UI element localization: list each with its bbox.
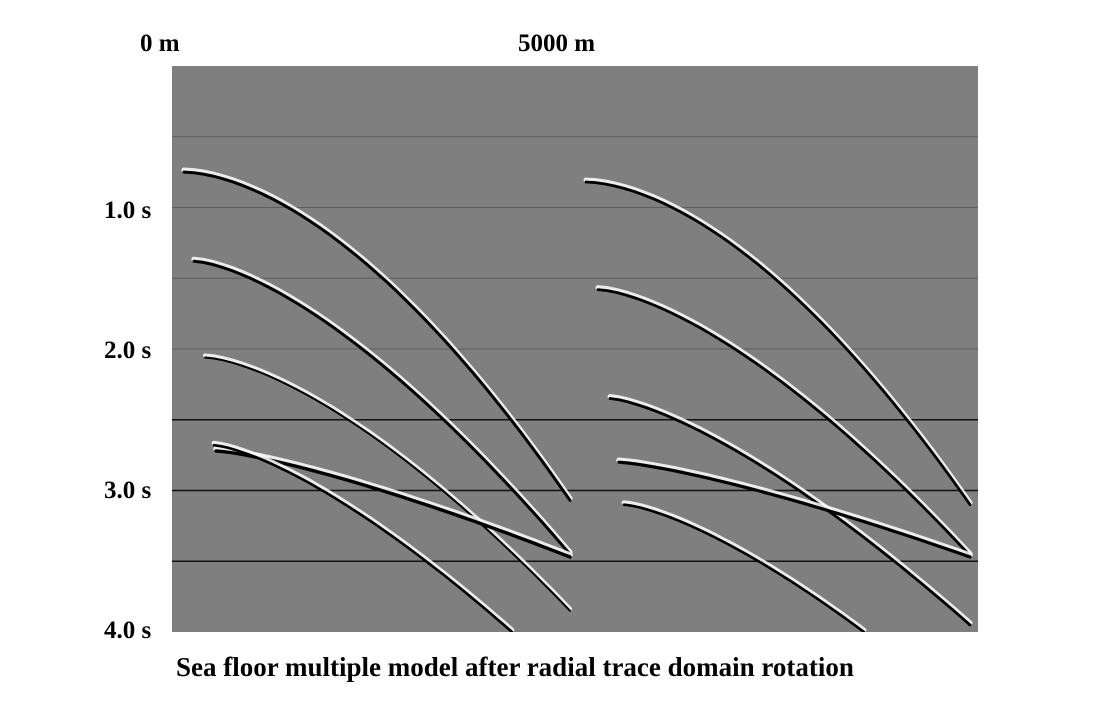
seismic-section-panel bbox=[172, 66, 978, 632]
event-highlight-left-4 bbox=[213, 446, 573, 558]
time-reference-lines bbox=[172, 136, 978, 563]
event-left-1 bbox=[182, 170, 572, 502]
y-axis-label-3s: 3.0 s bbox=[104, 477, 152, 504]
y-axis-label-4s: 4.0 s bbox=[104, 617, 152, 644]
event-left-2 bbox=[192, 259, 572, 556]
event-right-5 bbox=[622, 503, 866, 632]
event-right-2 bbox=[596, 288, 972, 557]
event-right-1 bbox=[584, 180, 972, 507]
event-highlight-right-4 bbox=[616, 457, 973, 558]
event-highlight-left-3 bbox=[202, 353, 573, 611]
figure-caption: Sea floor multiple model after radial tr… bbox=[176, 652, 854, 682]
event-right-4 bbox=[617, 460, 972, 559]
y-axis-label-2s: 2.0 s bbox=[104, 337, 152, 364]
y-axis-label-1s: 1.0 s bbox=[104, 197, 152, 224]
x-axis-label-start: 0 m bbox=[140, 30, 180, 57]
x-axis-label-mid: 5000 m bbox=[518, 30, 596, 57]
event-left-3 bbox=[204, 356, 571, 612]
event-highlight-right-5 bbox=[621, 500, 867, 632]
event-highlight-left-5 bbox=[211, 440, 515, 632]
seismic-events bbox=[181, 167, 973, 632]
event-highlight-right-3 bbox=[607, 394, 973, 626]
event-right-3 bbox=[608, 397, 972, 627]
event-highlight-right-2 bbox=[595, 285, 973, 557]
event-left-5 bbox=[212, 443, 514, 632]
